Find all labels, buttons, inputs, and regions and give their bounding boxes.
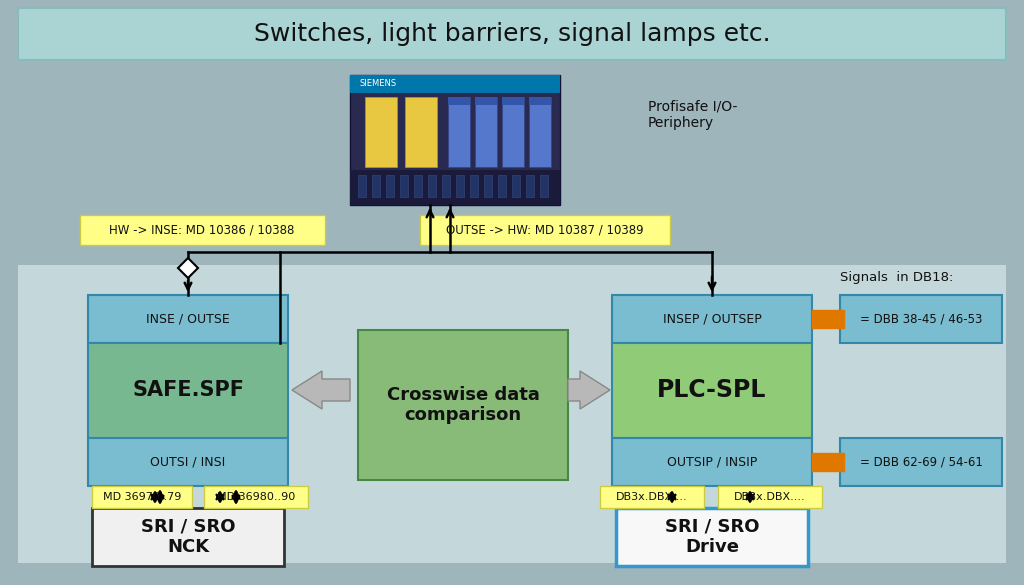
Polygon shape [178, 258, 198, 278]
Text: SRI / SRO
Drive: SRI / SRO Drive [665, 518, 759, 556]
Text: INSEP / OUTSEP: INSEP / OUTSEP [663, 312, 762, 325]
Text: Profisafe I/O-
Periphery: Profisafe I/O- Periphery [648, 100, 737, 130]
Bar [612, 438, 812, 486]
Text: Crosswise data
comparison: Crosswise data comparison [387, 386, 540, 424]
Text: DB3x.DBX....: DB3x.DBX.... [616, 492, 688, 502]
Bar [449, 97, 470, 105]
Bar [456, 175, 464, 197]
Bar [18, 8, 1006, 60]
Bar [400, 175, 408, 197]
Bar [386, 175, 394, 197]
Bar [88, 438, 288, 486]
Bar [350, 75, 560, 205]
Bar [526, 175, 534, 197]
Bar [502, 97, 524, 167]
Text: = DBB 38-45 / 46-53: = DBB 38-45 / 46-53 [860, 312, 982, 325]
Bar [18, 265, 1006, 563]
Text: = DBB 62-69 / 54-61: = DBB 62-69 / 54-61 [859, 456, 982, 469]
Bar [512, 175, 520, 197]
Bar [428, 175, 436, 197]
Bar [600, 486, 705, 508]
Bar [88, 295, 288, 343]
Bar [475, 97, 497, 167]
FancyArrow shape [292, 371, 350, 409]
Bar [358, 330, 568, 480]
Bar [718, 486, 822, 508]
Bar [80, 215, 325, 245]
Bar [616, 508, 808, 566]
Bar [414, 175, 422, 197]
Bar [372, 175, 380, 197]
Bar [529, 97, 551, 167]
Text: SRI / SRO
NCK: SRI / SRO NCK [140, 518, 236, 556]
Bar [350, 170, 560, 205]
Bar [540, 175, 548, 197]
Bar [92, 508, 284, 566]
Bar [484, 175, 492, 197]
Bar [350, 75, 560, 93]
Text: Switches, light barriers, signal lamps etc.: Switches, light barriers, signal lamps e… [254, 22, 770, 46]
Bar [442, 175, 450, 197]
Bar [92, 486, 193, 508]
Bar [612, 295, 812, 343]
Text: SIEMENS: SIEMENS [360, 80, 397, 88]
Bar [840, 295, 1002, 343]
Bar [420, 215, 670, 245]
Bar [358, 175, 366, 197]
Text: SAFE.SPF: SAFE.SPF [132, 380, 244, 400]
Bar [502, 97, 524, 105]
Bar [840, 438, 1002, 486]
Bar [365, 97, 397, 167]
Text: MD 36970..79: MD 36970..79 [102, 492, 181, 502]
Bar [470, 175, 478, 197]
Bar [812, 453, 844, 471]
Text: OUTSIP / INSIP: OUTSIP / INSIP [667, 456, 757, 469]
Text: DB3x.DBX....: DB3x.DBX.... [734, 492, 806, 502]
Text: HW -> INSE: MD 10386 / 10388: HW -> INSE: MD 10386 / 10388 [110, 223, 295, 236]
Text: Signals  in DB18:: Signals in DB18: [840, 271, 953, 284]
Bar [88, 343, 288, 438]
Bar [529, 97, 551, 105]
Bar [812, 310, 844, 328]
Bar [406, 97, 437, 167]
Text: OUTSE -> HW: MD 10387 / 10389: OUTSE -> HW: MD 10387 / 10389 [446, 223, 644, 236]
Bar [204, 486, 308, 508]
FancyArrow shape [568, 371, 610, 409]
Text: INSE / OUTSE: INSE / OUTSE [146, 312, 229, 325]
Bar [498, 175, 506, 197]
Text: PLC-SPL: PLC-SPL [657, 378, 767, 402]
Bar [449, 97, 470, 167]
Text: OUTSI / INSI: OUTSI / INSI [151, 456, 225, 469]
Bar [612, 343, 812, 438]
Text: MD 36980..90: MD 36980..90 [217, 492, 295, 502]
Bar [475, 97, 497, 105]
